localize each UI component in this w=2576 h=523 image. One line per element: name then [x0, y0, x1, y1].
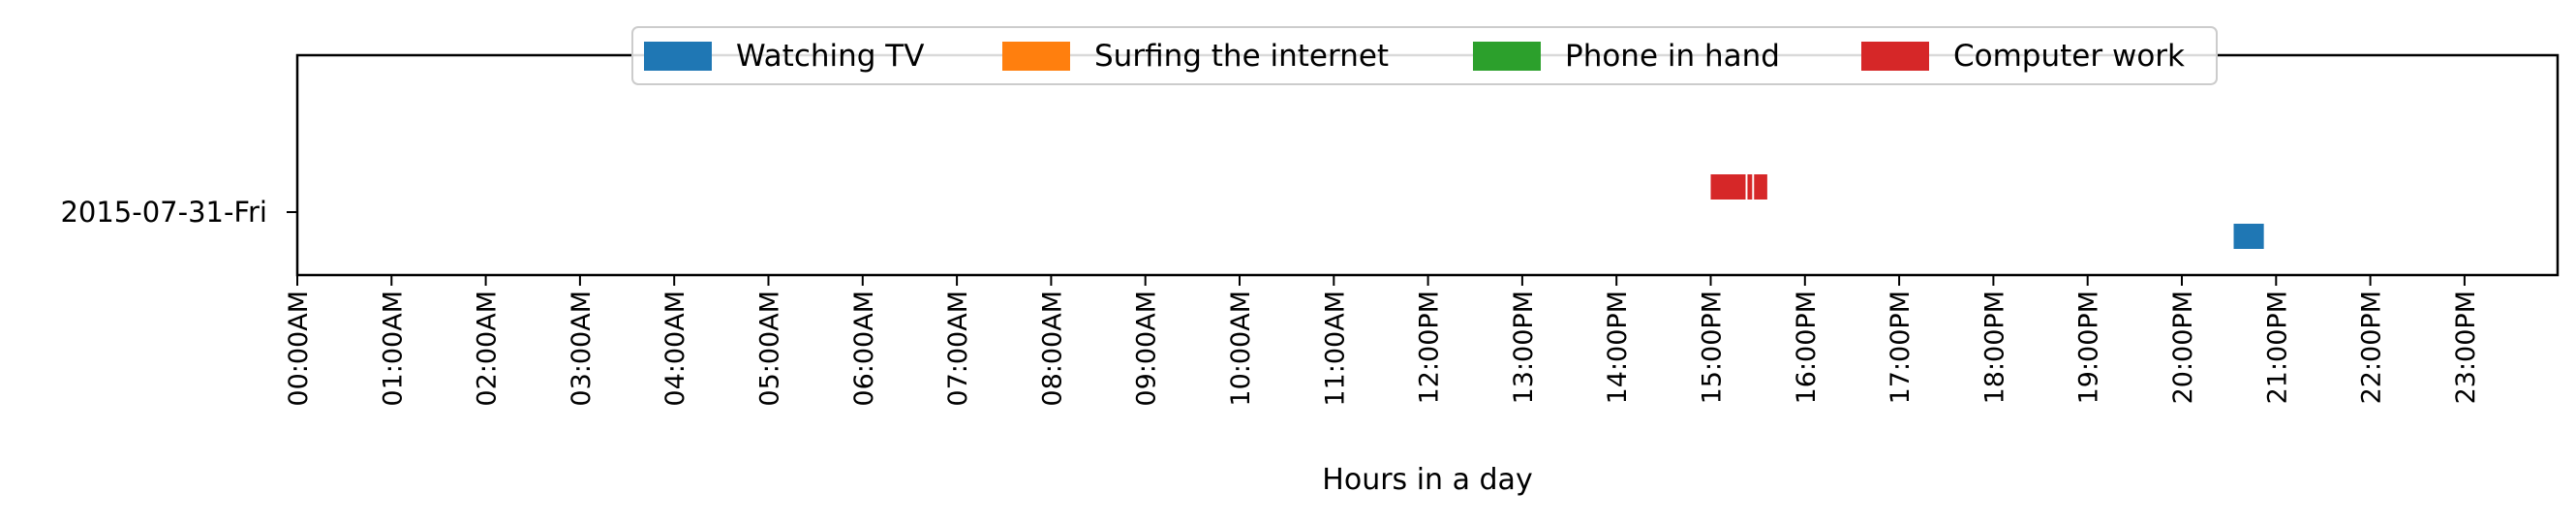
- y-tick-label: 2015-07-31-Fri: [60, 196, 267, 229]
- x-tick-label: 06:00AM: [849, 291, 879, 407]
- legend: Watching TV Surfing the internet Phone in …: [631, 26, 2218, 85]
- x-tick-label: 01:00AM: [378, 291, 408, 407]
- x-tick-label: 17:00PM: [1886, 291, 1916, 404]
- x-tick-label: 14:00PM: [1603, 291, 1633, 404]
- legend-label: Computer work: [1953, 39, 2185, 74]
- activity-bar: [1710, 174, 1746, 200]
- activity-bar: [1754, 174, 1767, 200]
- x-tick-label: 08:00AM: [1037, 291, 1067, 407]
- y-axis: 2015-07-31-Fri: [60, 196, 297, 229]
- x-tick-label: 00:00AM: [284, 291, 314, 407]
- x-tick-label: 20:00PM: [2168, 291, 2198, 404]
- legend-label: Phone in hand: [1565, 39, 1780, 74]
- x-tick-label: 09:00AM: [1132, 291, 1162, 407]
- legend-swatch: [1002, 42, 1070, 71]
- activity-bar: [1747, 174, 1753, 200]
- legend-swatch: [1861, 42, 1929, 71]
- x-tick-label: 03:00AM: [567, 291, 597, 407]
- legend-label: Watching TV: [736, 39, 924, 74]
- x-tick-label: 13:00PM: [1509, 291, 1539, 404]
- plot-frame: [295, 53, 2560, 277]
- legend-swatch: [644, 42, 712, 71]
- legend-swatch: [1473, 42, 1541, 71]
- bars-layer: [1710, 174, 2264, 249]
- x-axis: 00:00AM 01:00AM 02:00AM 03:00AM 04:00AM 05:00…: [284, 275, 2481, 407]
- x-tick-label: 21:00PM: [2262, 291, 2292, 404]
- x-tick-label: 19:00PM: [2074, 291, 2104, 404]
- activity-bar: [2233, 224, 2264, 249]
- legend-label: Surfing the internet: [1094, 39, 1389, 74]
- x-tick-label: 16:00PM: [1792, 291, 1822, 404]
- x-tick-label: 12:00PM: [1415, 291, 1445, 404]
- x-tick-label: 05:00AM: [755, 291, 785, 407]
- x-tick-label: 02:00AM: [473, 291, 503, 407]
- x-tick-label: 07:00AM: [943, 291, 973, 407]
- x-axis-label: Hours in a day: [1322, 463, 1532, 497]
- x-tick-label: 04:00AM: [660, 291, 690, 407]
- x-tick-label: 10:00AM: [1226, 291, 1256, 407]
- x-tick-label: 23:00PM: [2451, 291, 2481, 404]
- x-tick-label: 18:00PM: [1979, 291, 2009, 404]
- x-tick-label: 22:00PM: [2357, 291, 2387, 404]
- x-tick-label: 15:00PM: [1698, 291, 1728, 404]
- x-tick-label: 11:00AM: [1320, 291, 1350, 407]
